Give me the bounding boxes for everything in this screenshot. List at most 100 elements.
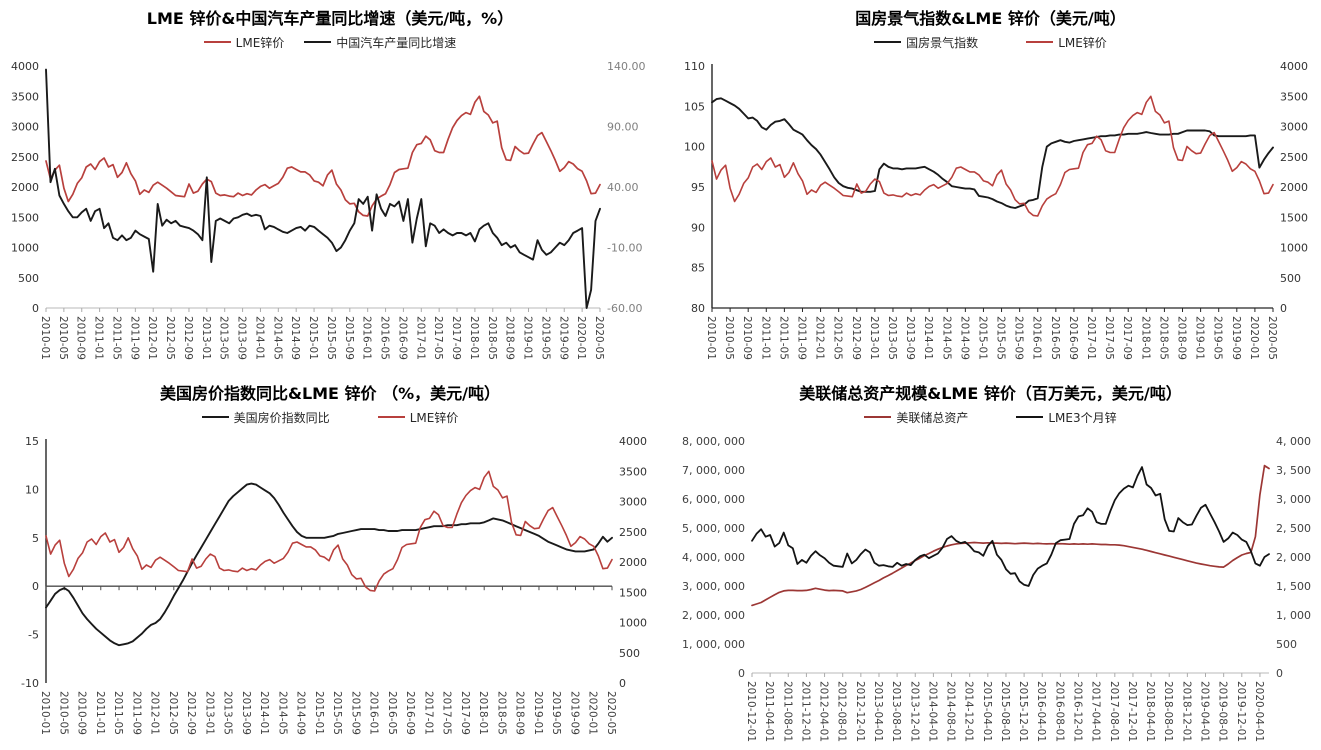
x-axis-tick-label: 2012-09 bbox=[185, 691, 197, 735]
x-axis-tick-label: 2011-05 bbox=[112, 691, 124, 735]
legend-label: 美国房价指数同比 bbox=[233, 410, 330, 425]
legend-line-swatch bbox=[1026, 41, 1054, 43]
x-axis-tick-label: 2011-05 bbox=[777, 316, 789, 360]
x-axis-tick-label: 2018-01 bbox=[468, 316, 480, 360]
x-axis-tick-label: 2019-05 bbox=[550, 691, 562, 735]
x-axis-tick-label: 2014-05 bbox=[276, 691, 288, 735]
right-axis-tick-label: 2500 bbox=[1280, 151, 1308, 164]
x-axis-tick-label: 2018-01 bbox=[477, 691, 489, 735]
x-axis-tick-label: 2014-09 bbox=[289, 316, 301, 360]
x-axis-tick-label: 2012-01 bbox=[149, 691, 161, 735]
x-axis-tick-label: 2018-09 bbox=[1176, 316, 1188, 360]
x-axis-tick-label: 2015-05 bbox=[331, 691, 343, 735]
x-axis-tick-label: 2014-12-01 bbox=[963, 681, 975, 742]
x-axis-tick-label: 2018-08-01 bbox=[1162, 681, 1174, 742]
series-line-fed-total-assets bbox=[751, 464, 1270, 607]
x-axis-tick-label: 2016-08-01 bbox=[1053, 681, 1065, 742]
x-axis-tick-label: 2012-08-01 bbox=[836, 681, 848, 742]
x-axis-tick-label: 2015-08-01 bbox=[999, 681, 1011, 742]
x-axis-tick-label: 2017-05 bbox=[441, 691, 453, 735]
chart-canvas: 8, 000, 000 7, 000, 000 6, 000, 000 5, 000,… bbox=[682, 435, 1311, 742]
x-axis-tick-label: 2018-05 bbox=[495, 691, 507, 735]
legend-item: 美国房价指数同比 bbox=[201, 409, 330, 426]
x-axis-tick-label: 2018-05 bbox=[486, 316, 498, 360]
legend-item: LME3个月锌 bbox=[1016, 409, 1117, 426]
series-line-lme-3m-zinc bbox=[751, 466, 1270, 587]
x-axis-tick-label: 2016-01 bbox=[1031, 316, 1043, 360]
right-axis-tick-label: 1, 000 bbox=[1276, 609, 1311, 622]
x-axis-tick-label: 2016-01 bbox=[361, 316, 373, 360]
right-axis-tick-label: 1, 500 bbox=[1276, 580, 1311, 593]
panel-fed-assets-lme-zinc: 美联储总资产规模&LME 锌价（百万美元，美元/吨） 美联储总资产 LME3个月锌… bbox=[660, 375, 1321, 750]
x-axis-tick-label: 2012-01 bbox=[146, 316, 158, 360]
legend-line-swatch bbox=[304, 41, 332, 43]
right-axis-tick-label: 3500 bbox=[619, 465, 647, 478]
legend-line-swatch bbox=[1016, 416, 1044, 418]
right-axis-tick-label: 140.00 bbox=[607, 60, 646, 73]
left-axis-tick-label: 1500 bbox=[11, 211, 39, 224]
right-axis-tick-label: 500 bbox=[1276, 638, 1297, 651]
left-axis-tick-label: 80 bbox=[691, 302, 705, 315]
x-axis-tick-label: 2020-01 bbox=[1248, 316, 1260, 360]
x-axis-tick-label: 2014-09 bbox=[958, 316, 970, 360]
x-axis-tick-label: 2018-09 bbox=[504, 316, 516, 360]
x-axis-tick-label: 2013-05 bbox=[218, 316, 230, 360]
x-axis-tick-label: 2012-04-01 bbox=[818, 681, 830, 742]
x-axis-tick-label: 2017-01 bbox=[422, 691, 434, 735]
x-axis-tick-label: 2017-09 bbox=[459, 691, 471, 735]
left-axis-tick-label: 90 bbox=[691, 221, 705, 234]
x-axis-tick-label: 2017-01 bbox=[414, 316, 426, 360]
legend-line-swatch bbox=[874, 41, 902, 43]
x-axis-tick-label: 2017-08-01 bbox=[1108, 681, 1120, 742]
x-axis-tick-label: 2015-04-01 bbox=[981, 681, 993, 742]
right-axis-tick-label: 3000 bbox=[619, 496, 647, 509]
left-axis-tick-label: 1, 000, 000 bbox=[682, 638, 745, 651]
chart-plot-area: 110 105 100 95 90 85 80 4000 3500 3000 2500 2000 150… bbox=[660, 52, 1321, 374]
series-line-housing-prosperity-index bbox=[711, 97, 1274, 209]
legend-line-swatch bbox=[864, 416, 892, 418]
chart-canvas: 15 10 5 0 -5 -10 4000 3500 3000 2500 2000 1500 1000 5… bbox=[21, 435, 647, 735]
left-axis-tick-label: 110 bbox=[684, 60, 705, 73]
x-axis-tick-label: 2015-01 bbox=[313, 691, 325, 735]
legend-label: LME锌价 bbox=[1058, 35, 1107, 50]
right-axis-tick-label: 2, 500 bbox=[1276, 522, 1311, 535]
chart-title: LME 锌价&中国汽车产量同比增速（美元/吨，%） bbox=[146, 9, 514, 28]
right-axis-tick-label: 2000 bbox=[619, 556, 647, 569]
x-axis-tick-label: 2017-01 bbox=[1085, 316, 1097, 360]
x-axis-tick-label: 2010-09 bbox=[741, 316, 753, 360]
x-axis-tick-label: 2017-12-01 bbox=[1126, 681, 1138, 742]
x-axis-tick-label: 2017-09 bbox=[450, 316, 462, 360]
right-axis-tick-label: 40.00 bbox=[607, 181, 639, 194]
left-axis-tick-label: 105 bbox=[684, 100, 705, 113]
right-axis-tick-label: 2500 bbox=[619, 526, 647, 539]
panel-lme-zinc-china-auto: LME 锌价&中国汽车产量同比增速（美元/吨，%） LME锌价 中国汽车产量同比增… bbox=[0, 0, 660, 375]
right-axis-tick-label: 500 bbox=[1280, 272, 1301, 285]
left-axis-tick-label: 0 bbox=[32, 580, 39, 593]
legend-item: LME锌价 bbox=[377, 409, 459, 426]
chart-legend: 美联储总资产 LME3个月锌 bbox=[660, 409, 1321, 425]
legend-label: 国房景气指数 bbox=[906, 35, 979, 50]
x-axis-tick-label: 2012-05 bbox=[167, 691, 179, 735]
chart-title: 美联储总资产规模&LME 锌价（百万美元，美元/吨） bbox=[799, 384, 1182, 403]
x-axis-tick-label: 2019-09 bbox=[1230, 316, 1242, 360]
x-axis-tick-label: 2013-05 bbox=[886, 316, 898, 360]
left-axis-tick-label: 6, 000, 000 bbox=[682, 493, 745, 506]
x-axis-tick-label: 2012-12-01 bbox=[854, 681, 866, 742]
x-axis-tick-label: 2016-05 bbox=[386, 691, 398, 735]
chart-plot-area: 4000 3500 3000 2500 2000 1500 1000 500 0 140.00 90… bbox=[0, 52, 660, 374]
legend-label: LME锌价 bbox=[409, 410, 459, 425]
left-axis-tick-label: 100 bbox=[684, 141, 705, 154]
left-axis-tick-label: 1000 bbox=[11, 242, 39, 255]
x-axis-tick-label: 2015-01 bbox=[976, 316, 988, 360]
right-axis-tick-label: -60.00 bbox=[607, 302, 642, 315]
x-axis-tick-label: 2017-05 bbox=[432, 316, 444, 360]
x-axis-tick-label: 2015-01 bbox=[307, 316, 319, 360]
legend-item: 中国汽车产量同比增速 bbox=[304, 34, 456, 51]
left-axis-tick-label: 95 bbox=[691, 181, 705, 194]
legend-label: LME锌价 bbox=[235, 35, 285, 50]
x-axis-tick-label: 2018-09 bbox=[514, 691, 526, 735]
x-axis-tick-label: 2015-09 bbox=[1013, 316, 1025, 360]
x-axis-tick-label: 2010-01 bbox=[39, 691, 51, 735]
x-axis-tick-label: 2012-09 bbox=[182, 316, 194, 360]
